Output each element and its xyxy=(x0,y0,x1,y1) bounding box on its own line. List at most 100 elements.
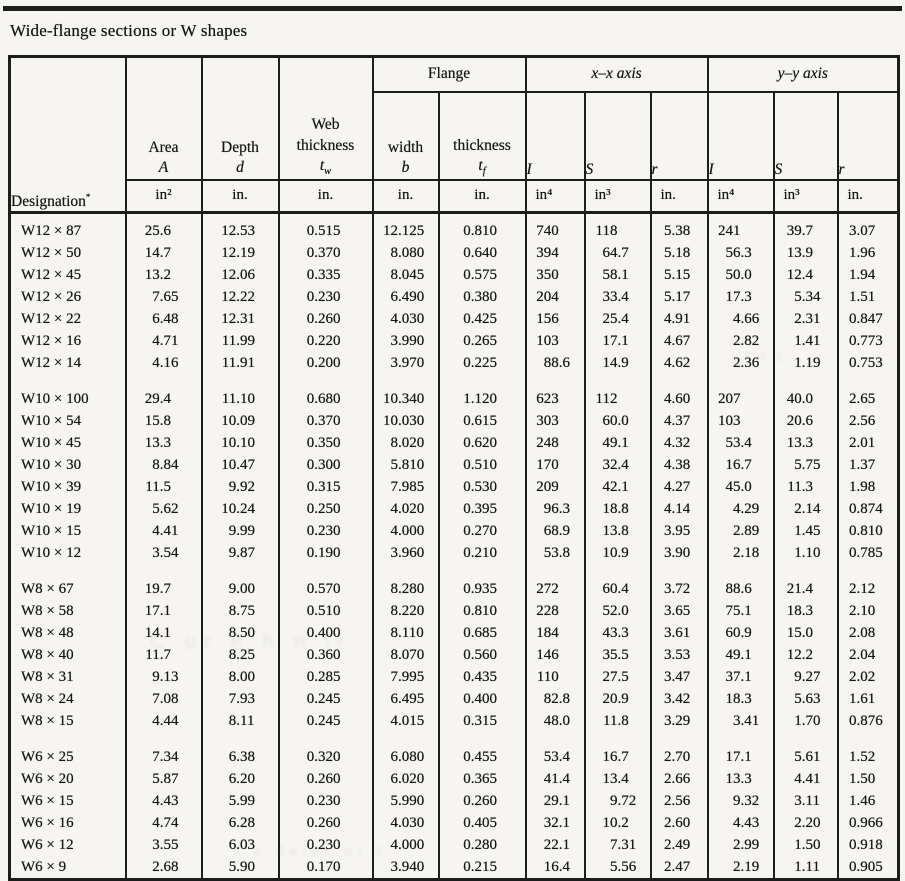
cell-ry: 0.753 xyxy=(836,352,900,374)
cell-b: 7.985 xyxy=(371,476,440,498)
designation-cell: W8 × 40 xyxy=(8,644,127,666)
cell-Sy: 1.19 xyxy=(772,352,839,374)
cell-rx: 5.17 xyxy=(649,286,709,308)
cell-Sx: 25.4 xyxy=(583,308,652,330)
cell-web: 0.190 xyxy=(277,542,374,564)
cell-b: 10.340 xyxy=(371,388,440,410)
band-header-flange: Flange xyxy=(371,56,527,93)
cell-ry: 1.98 xyxy=(836,476,900,498)
cell-web: 0.680 xyxy=(277,388,374,410)
group-gap-row xyxy=(8,212,900,220)
cell-area: 4.71 xyxy=(124,330,203,352)
cell-Sx: 9.72 xyxy=(583,790,652,812)
table-row: W6 × 20 5.87 6.20 0.260 6.020 0.365 41.4 13.4 2.… xyxy=(8,768,900,790)
cell-ry: 0.905 xyxy=(836,856,900,880)
cell-rx: 2.66 xyxy=(649,768,709,790)
col-header-rx: r xyxy=(649,91,709,181)
cell-tf: 0.425 xyxy=(437,308,527,330)
cell-Iy: 37.1 xyxy=(706,666,775,688)
cell-Sy: 1.45 xyxy=(772,520,839,542)
designation-cell: W8 × 24 xyxy=(8,688,127,710)
cell-b: 6.495 xyxy=(371,688,440,710)
cell-b: 8.220 xyxy=(371,600,440,622)
designation-cell: W12 × 87 xyxy=(8,220,127,242)
cell-ry: 1.37 xyxy=(836,454,900,476)
cell-Sx: 33.4 xyxy=(583,286,652,308)
cell-area: 2.68 xyxy=(124,856,203,880)
cell-depth: 8.00 xyxy=(200,666,280,688)
cell-rx: 3.95 xyxy=(649,520,709,542)
cell-Sy: 1.41 xyxy=(772,330,839,352)
cell-depth: 8.11 xyxy=(200,710,280,732)
cell-Sy: 1.50 xyxy=(772,834,839,856)
cell-Sy: 15.0 xyxy=(772,622,839,644)
cell-web: 0.360 xyxy=(277,644,374,666)
table-row: W12 × 22 6.48 12.31 0.260 4.030 0.425 156 25.4 4… xyxy=(8,308,900,330)
cell-b: 6.490 xyxy=(371,286,440,308)
table-row: W8 × 48 14.1 8.50 0.400 8.110 0.685 184 43.3 3.6… xyxy=(8,622,900,644)
band-header-xx-axis: x–x axis xyxy=(524,56,709,93)
table-row: W12 × 87 25.6 12.53 0.515 12.125 0.810 740 118 5… xyxy=(8,220,900,242)
cell-b: 5.810 xyxy=(371,454,440,476)
col-header-Sy: S xyxy=(772,91,839,181)
cell-b: 4.030 xyxy=(371,812,440,834)
cell-depth: 6.03 xyxy=(200,834,280,856)
cell-Sx: 10.2 xyxy=(583,812,652,834)
cell-tf: 0.435 xyxy=(437,666,527,688)
unit-web: in. xyxy=(277,179,374,214)
cell-area: 7.34 xyxy=(124,746,203,768)
designation-cell: W8 × 31 xyxy=(8,666,127,688)
top-rule xyxy=(3,6,902,11)
cell-rx: 3.29 xyxy=(649,710,709,732)
cell-depth: 10.10 xyxy=(200,432,280,454)
designation-cell: W10 × 54 xyxy=(8,410,127,432)
table-row: W12 × 50 14.7 12.19 0.370 8.080 0.640 394 64.7 5… xyxy=(8,242,900,264)
cell-tf: 0.455 xyxy=(437,746,527,768)
cell-b: 10.030 xyxy=(371,410,440,432)
designation-cell: W12 × 26 xyxy=(8,286,127,308)
cell-Ix: 16.4 xyxy=(524,856,586,880)
cell-Ix: 303 xyxy=(524,410,586,432)
col-header-Sx: S xyxy=(583,91,652,181)
cell-rx: 4.37 xyxy=(649,410,709,432)
cell-web: 0.400 xyxy=(277,622,374,644)
cell-Ix: 204 xyxy=(524,286,586,308)
cell-rx: 3.47 xyxy=(649,666,709,688)
cell-web: 0.320 xyxy=(277,746,374,768)
cell-ry: 0.918 xyxy=(836,834,900,856)
cell-area: 17.1 xyxy=(124,600,203,622)
table-row: W12 × 14 4.16 11.91 0.200 3.970 0.225 88.6 14.9… xyxy=(8,352,900,374)
cell-Sy: 12.4 xyxy=(772,264,839,286)
cell-depth: 9.99 xyxy=(200,520,280,542)
designation-cell: W12 × 22 xyxy=(8,308,127,330)
unit-Ix: in⁴ xyxy=(524,179,586,214)
cell-Sy: 39.7 xyxy=(772,220,839,242)
cell-area: 15.8 xyxy=(124,410,203,432)
cell-Sx: 43.3 xyxy=(583,622,652,644)
cell-Iy: 13.3 xyxy=(706,768,775,790)
cell-rx: 3.90 xyxy=(649,542,709,564)
cell-web: 0.245 xyxy=(277,688,374,710)
designation-cell: W10 × 100 xyxy=(8,388,127,410)
cell-Iy: 45.0 xyxy=(706,476,775,498)
designation-cell: W10 × 12 xyxy=(8,542,127,564)
cell-Sx: 112 xyxy=(583,388,652,410)
cell-ry: 2.65 xyxy=(836,388,900,410)
unit-thickness: in. xyxy=(437,179,527,214)
cell-web: 0.170 xyxy=(277,856,374,880)
table-row: W6 × 9 2.68 5.90 0.170 3.940 0.215 16.4 5.56 2.4… xyxy=(8,856,900,880)
cell-Sy: 5.34 xyxy=(772,286,839,308)
cell-Sy: 1.10 xyxy=(772,542,839,564)
table-row: W12 × 16 4.71 11.99 0.220 3.990 0.265 103 17.1 4… xyxy=(8,330,900,352)
cell-Ix: 110 xyxy=(524,666,586,688)
table-row: W10 × 19 5.62 10.24 0.250 4.020 0.395 96.3 18.8… xyxy=(8,498,900,520)
cell-depth: 10.47 xyxy=(200,454,280,476)
cell-tf: 0.405 xyxy=(437,812,527,834)
cell-ry: 0.874 xyxy=(836,498,900,520)
cell-ry: 1.61 xyxy=(836,688,900,710)
group-gap-row xyxy=(8,732,900,746)
cell-tf: 0.685 xyxy=(437,622,527,644)
cell-Iy: 60.9 xyxy=(706,622,775,644)
cell-tf: 0.620 xyxy=(437,432,527,454)
cell-area: 8.84 xyxy=(124,454,203,476)
